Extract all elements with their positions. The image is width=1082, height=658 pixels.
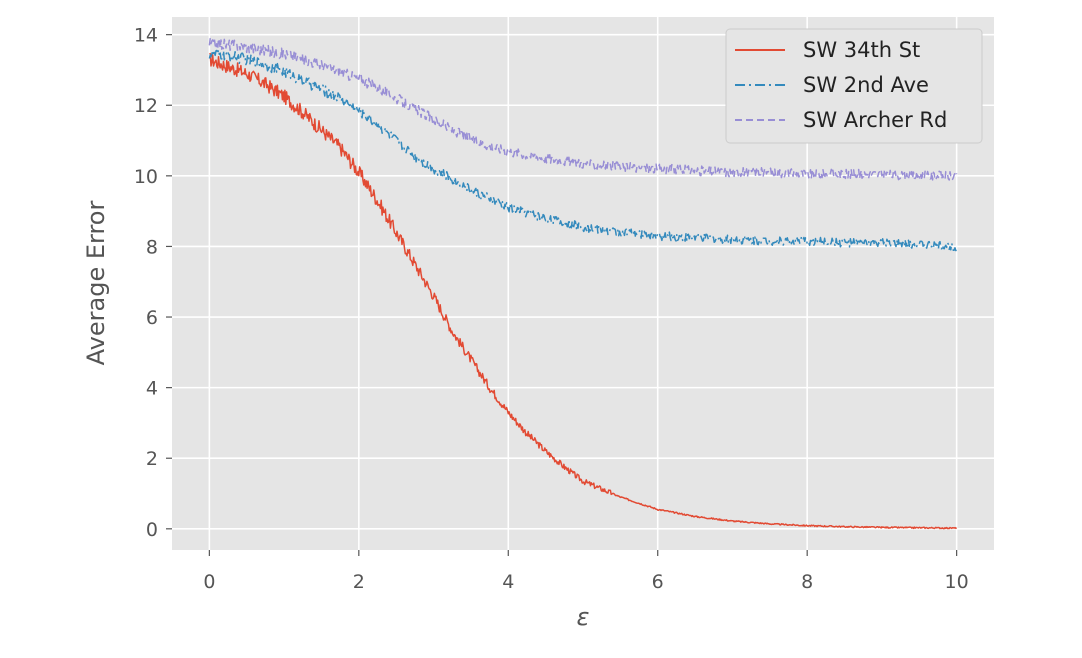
y-tick-label: 0 <box>146 519 158 541</box>
x-tick-label: 2 <box>353 571 365 593</box>
series-line-1 <box>209 52 958 530</box>
series-line-3 <box>208 37 958 182</box>
y-tick-label: 10 <box>134 166 158 188</box>
x-tick-label: 8 <box>801 571 813 593</box>
x-tick-label: 10 <box>945 571 969 593</box>
axis-ticks: 0 2 4 6 8 10 0 2 4 6 8 10 12 14 <box>134 25 969 593</box>
x-tick-label: 0 <box>203 571 215 593</box>
x-tick-label: 6 <box>652 571 664 593</box>
grid-lines <box>172 17 994 550</box>
x-tick-label: 4 <box>502 571 514 593</box>
y-tick-label: 6 <box>146 307 158 329</box>
legend: SW 34th St SW 2nd Ave SW Archer Rd <box>725 28 983 144</box>
series-group <box>208 37 958 530</box>
x-axis-label: ε <box>577 603 590 631</box>
y-tick-label: 4 <box>146 378 158 400</box>
legend-label-2: SW 2nd Ave <box>803 73 929 97</box>
y-tick-label: 2 <box>146 448 158 470</box>
y-tick-label: 12 <box>134 95 158 117</box>
y-tick-label: 14 <box>134 25 158 47</box>
y-tick-label: 8 <box>146 236 158 258</box>
legend-label-1: SW 34th St <box>803 38 920 62</box>
legend-box <box>725 28 983 144</box>
series-line-2 <box>208 48 957 252</box>
y-axis-label: Average Error <box>82 201 110 366</box>
legend-label-3: SW Archer Rd <box>803 108 947 132</box>
